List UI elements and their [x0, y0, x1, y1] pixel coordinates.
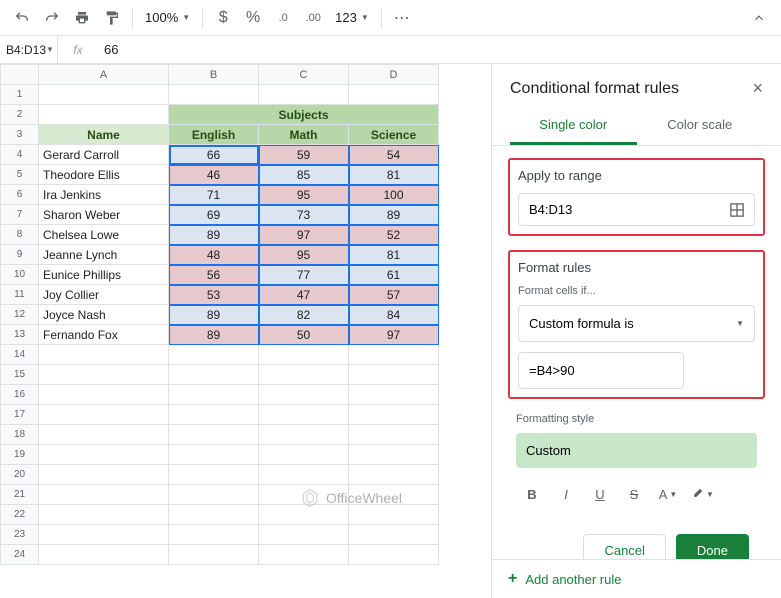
- fx-label: fx: [58, 43, 98, 57]
- formula-input[interactable]: =B4>90: [518, 352, 684, 389]
- spreadsheet-grid[interactable]: ABCD12Subjects3NameEnglishMathScience4Ge…: [0, 64, 491, 598]
- toolbar: 100%▼ $ % .0 .00 123▼ ⋯: [0, 0, 781, 36]
- bold-icon[interactable]: B: [516, 480, 548, 508]
- number-format-selector[interactable]: 123▼: [329, 10, 375, 25]
- apply-range-section: Apply to range B4:D13: [508, 158, 765, 236]
- text-color-icon[interactable]: A▼: [652, 480, 684, 508]
- format-rules-label: Format rules: [518, 260, 755, 275]
- percent-icon[interactable]: %: [239, 4, 267, 32]
- italic-icon[interactable]: I: [550, 480, 582, 508]
- done-button[interactable]: Done: [676, 534, 749, 559]
- namebox-row: B4:D13▼ fx 66: [0, 36, 781, 64]
- style-preview[interactable]: Custom: [516, 433, 757, 468]
- cancel-button[interactable]: Cancel: [583, 534, 665, 559]
- range-input[interactable]: B4:D13: [518, 193, 755, 226]
- formatting-style-section: Formatting style Custom B I U S A▼ ▼: [508, 413, 765, 512]
- add-rule-button[interactable]: + Add another rule: [492, 559, 781, 598]
- decrease-decimal-icon[interactable]: .0: [269, 4, 297, 32]
- more-icon[interactable]: ⋯: [388, 4, 416, 32]
- undo-icon[interactable]: [8, 4, 36, 32]
- grid-icon: [730, 203, 744, 217]
- redo-icon[interactable]: [38, 4, 66, 32]
- apply-range-label: Apply to range: [518, 168, 755, 183]
- name-box[interactable]: B4:D13▼: [0, 36, 58, 63]
- watermark: OfficeWheel: [300, 488, 402, 508]
- style-label: Formatting style: [516, 413, 757, 425]
- close-icon[interactable]: ×: [752, 78, 763, 99]
- underline-icon[interactable]: U: [584, 480, 616, 508]
- paint-format-icon[interactable]: [98, 4, 126, 32]
- format-rules-section: Format rules Format cells if... Custom f…: [508, 250, 765, 399]
- zoom-selector[interactable]: 100%▼: [139, 10, 196, 25]
- tab-single-color[interactable]: Single color: [510, 107, 637, 145]
- conditional-format-panel: Conditional format rules × Single color …: [491, 64, 781, 598]
- collapse-toolbar-icon[interactable]: [745, 4, 773, 32]
- increase-decimal-icon[interactable]: .00: [299, 4, 327, 32]
- formula-bar[interactable]: 66: [98, 42, 118, 57]
- cells-if-label: Format cells if...: [518, 285, 755, 297]
- tab-color-scale[interactable]: Color scale: [637, 107, 764, 145]
- strikethrough-icon[interactable]: S: [618, 480, 650, 508]
- fill-color-icon[interactable]: ▼: [686, 480, 718, 508]
- condition-select[interactable]: Custom formula is▼: [518, 305, 755, 342]
- panel-tabs: Single color Color scale: [492, 107, 781, 146]
- panel-title: Conditional format rules: [510, 80, 679, 98]
- currency-icon[interactable]: $: [209, 4, 237, 32]
- print-icon[interactable]: [68, 4, 96, 32]
